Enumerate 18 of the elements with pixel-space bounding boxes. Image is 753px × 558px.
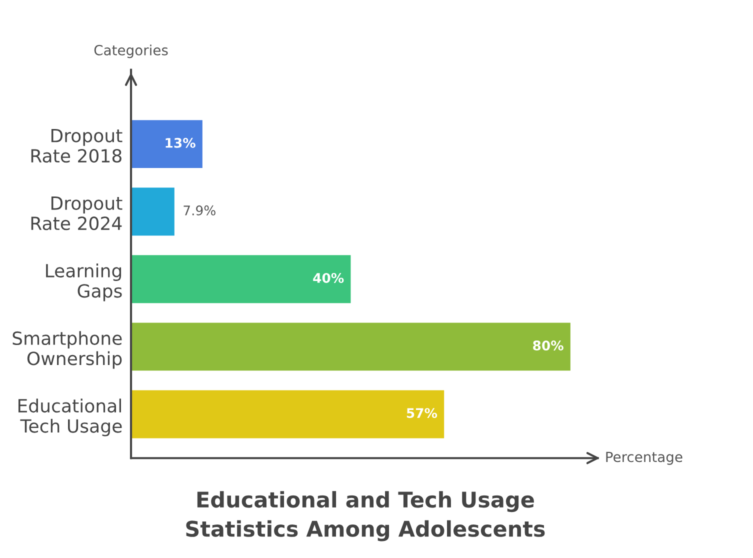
bar (131, 390, 444, 438)
bar (131, 255, 351, 304)
y-tick-label: Dropout Rate 2024 (31, 196, 122, 230)
x-axis-title: Percentage (606, 452, 682, 465)
text: Educational and Tech Usage Statistics Among Adolescents (186, 491, 545, 542)
bar (131, 120, 202, 168)
bar (131, 322, 570, 371)
bar (131, 188, 174, 236)
data-label: 7.9% (184, 205, 216, 216)
y-axis-title: Categories (94, 44, 168, 58)
y-tick-label: Dropout Rate 2018 (31, 129, 122, 163)
y-tick-label: Learning Gaps (46, 264, 122, 302)
data-label: 57% (406, 408, 438, 418)
data-label: 80% (533, 340, 564, 350)
y-tick-label: Smartphone Ownership (12, 331, 122, 369)
data-label: 13% (166, 138, 196, 148)
y-tick-label: Educational Tech Usage (18, 398, 122, 436)
data-label: 40% (313, 272, 344, 283)
